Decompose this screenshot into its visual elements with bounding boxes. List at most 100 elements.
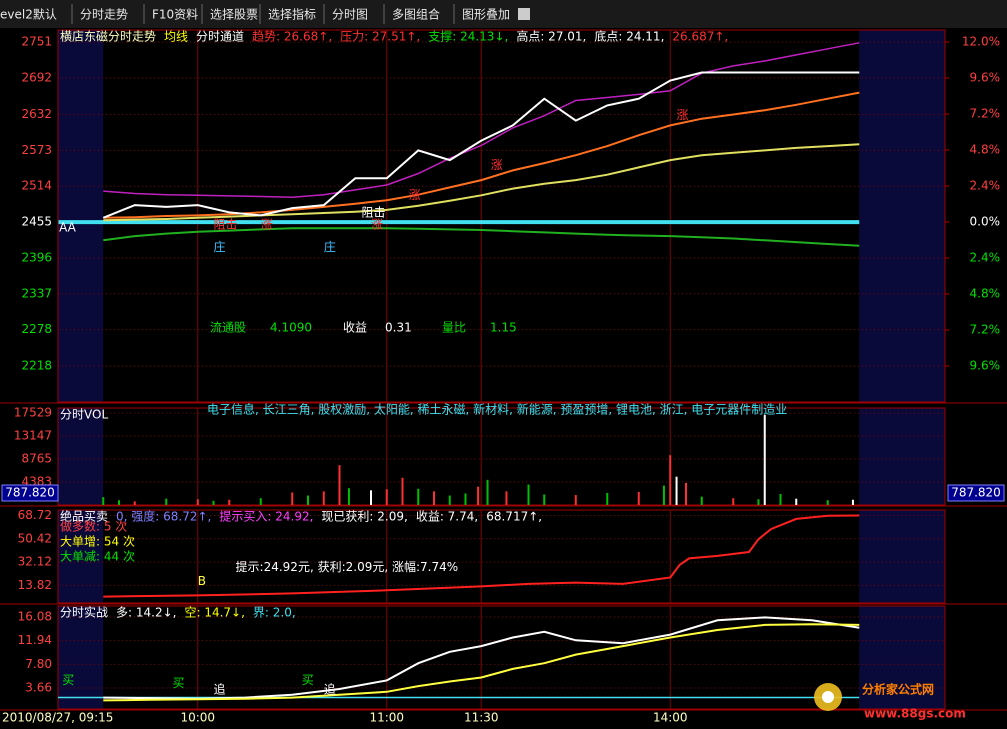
annotation: 庄 <box>214 239 226 254</box>
y-tick-label: 13147 <box>14 429 52 443</box>
annotation: 买 <box>62 673 74 687</box>
annotation: 提示:24.92元, 获利:2.09元, 涨幅:7.74% <box>236 559 459 574</box>
header-item: 均线 <box>164 30 188 44</box>
after-close-shade <box>859 606 945 709</box>
x-tick-label: 11:00 <box>369 711 404 725</box>
y-tick-label: 68.72 <box>18 508 52 522</box>
header-item: 底点: 24.11, <box>594 29 664 44</box>
panel-border <box>57 407 946 506</box>
series-line <box>102 71 860 219</box>
header-item: 提示买入: 24.92, <box>219 509 313 524</box>
y-tick-label: 2573 <box>21 143 52 157</box>
y2-tick-label: 12.0% <box>962 35 1000 49</box>
y2-tick-label: 9.6% <box>970 71 1001 85</box>
panel-border <box>57 29 946 403</box>
header-item: 0, 强度: 68.72↑, <box>116 509 211 524</box>
volume-bar <box>102 497 105 505</box>
y-tick-label: 13.82 <box>18 578 52 592</box>
volume-bar <box>448 495 451 505</box>
volume-bar <box>228 499 231 505</box>
toolbar-button[interactable]: 多图组合 <box>392 7 440 22</box>
volume-bar <box>347 488 350 505</box>
header-item: 68.717↑, <box>486 510 542 524</box>
header-item: 收益: 7.74, <box>416 510 478 524</box>
series-line <box>103 514 860 598</box>
volume-bar <box>851 499 854 505</box>
annotation: 追 <box>324 682 336 697</box>
annotation: 买 <box>173 676 185 690</box>
annotation: 涨 <box>677 107 689 122</box>
annotation: 涨 <box>409 187 421 202</box>
current-value: 787.820 <box>5 486 55 500</box>
volume-bar <box>826 500 829 505</box>
pre-open-shade <box>58 606 104 709</box>
x-tick-label: 2010/08/27, 09:15 <box>2 711 113 725</box>
y-tick-label: 2396 <box>21 250 52 264</box>
side-note: 做多数: 5 次 <box>60 519 127 534</box>
y-tick-label: 2337 <box>21 286 52 300</box>
volume-bar <box>606 492 609 505</box>
info-label: 流通股 <box>210 321 246 335</box>
lock-icon[interactable] <box>518 8 530 20</box>
y-tick-label: 2278 <box>21 322 52 336</box>
volume-bar <box>291 492 294 505</box>
toolbar-button[interactable]: 选择指标 <box>268 7 316 22</box>
panel-border <box>57 509 946 604</box>
y-tick-label: 8765 <box>21 452 52 466</box>
y2-tick-label: 4.8% <box>970 287 1001 301</box>
volume-bar <box>543 494 546 505</box>
volume-bar <box>477 486 480 505</box>
panel-title: 横店东磁分时走势 <box>60 29 156 44</box>
logo-center <box>822 691 834 703</box>
header-item: 多: 14.2↓, <box>116 606 176 620</box>
watermark-title: 分析家公式网 <box>862 682 934 697</box>
volume-bar <box>637 491 640 505</box>
y-tick-label: 3.66 <box>25 681 52 695</box>
volume-bar <box>212 500 215 505</box>
current-value-box <box>1 484 59 502</box>
toolbar <box>0 0 1007 28</box>
header-item: 现已获利: 2.09, <box>321 510 407 524</box>
annotation: B <box>198 574 206 588</box>
toolbar-button[interactable]: 选择股票 <box>210 8 258 22</box>
after-close-shade <box>859 30 945 402</box>
volume-bar <box>433 491 435 505</box>
annotation: 涨 <box>491 157 503 172</box>
header-item: 支撑: 24.13↓, <box>428 29 508 44</box>
volume-bar <box>133 501 136 505</box>
y2-tick-label: 2.4% <box>970 251 1001 265</box>
annotation: 追 <box>214 682 226 697</box>
y-tick-label: 7.80 <box>25 657 52 671</box>
header-item: 界: 2.0, <box>253 606 296 620</box>
after-close-shade <box>859 510 945 603</box>
x-tick-label: 10:00 <box>180 711 215 725</box>
panel-title: 分时VOL <box>60 408 108 422</box>
volume-bar <box>165 498 168 505</box>
annotation: 庄 <box>324 239 336 254</box>
x-tick-label: 14:00 <box>653 711 688 725</box>
pre-open-shade <box>58 30 104 402</box>
volume-bar <box>307 495 309 505</box>
volume-bar <box>574 495 577 505</box>
y-tick-label: 2218 <box>21 359 52 373</box>
info-value: 0.31 <box>385 321 412 335</box>
volume-bar <box>401 477 404 505</box>
toolbar-button[interactable]: evel2默认 <box>0 7 57 22</box>
series-line <box>103 143 860 222</box>
info-label: 量比 <box>442 321 466 335</box>
header-item: 空: 14.7↓, <box>184 606 244 620</box>
annotation: 阻击 <box>362 205 386 219</box>
toolbar-button[interactable]: F10资料 <box>152 8 198 22</box>
volume-bar <box>464 493 467 505</box>
toolbar-button[interactable]: 图形叠加 <box>462 8 510 22</box>
y2-tick-label: 9.6% <box>970 359 1001 373</box>
toolbar-button[interactable]: 分时图 <box>332 8 368 22</box>
pre-open-shade <box>58 408 104 505</box>
y-tick-label: 17529 <box>14 406 52 420</box>
volume-bar <box>505 491 508 505</box>
toolbar-button[interactable]: 分时走势 <box>80 8 128 22</box>
y-tick-label: 11.94 <box>18 633 52 647</box>
volume-bar <box>417 488 420 505</box>
